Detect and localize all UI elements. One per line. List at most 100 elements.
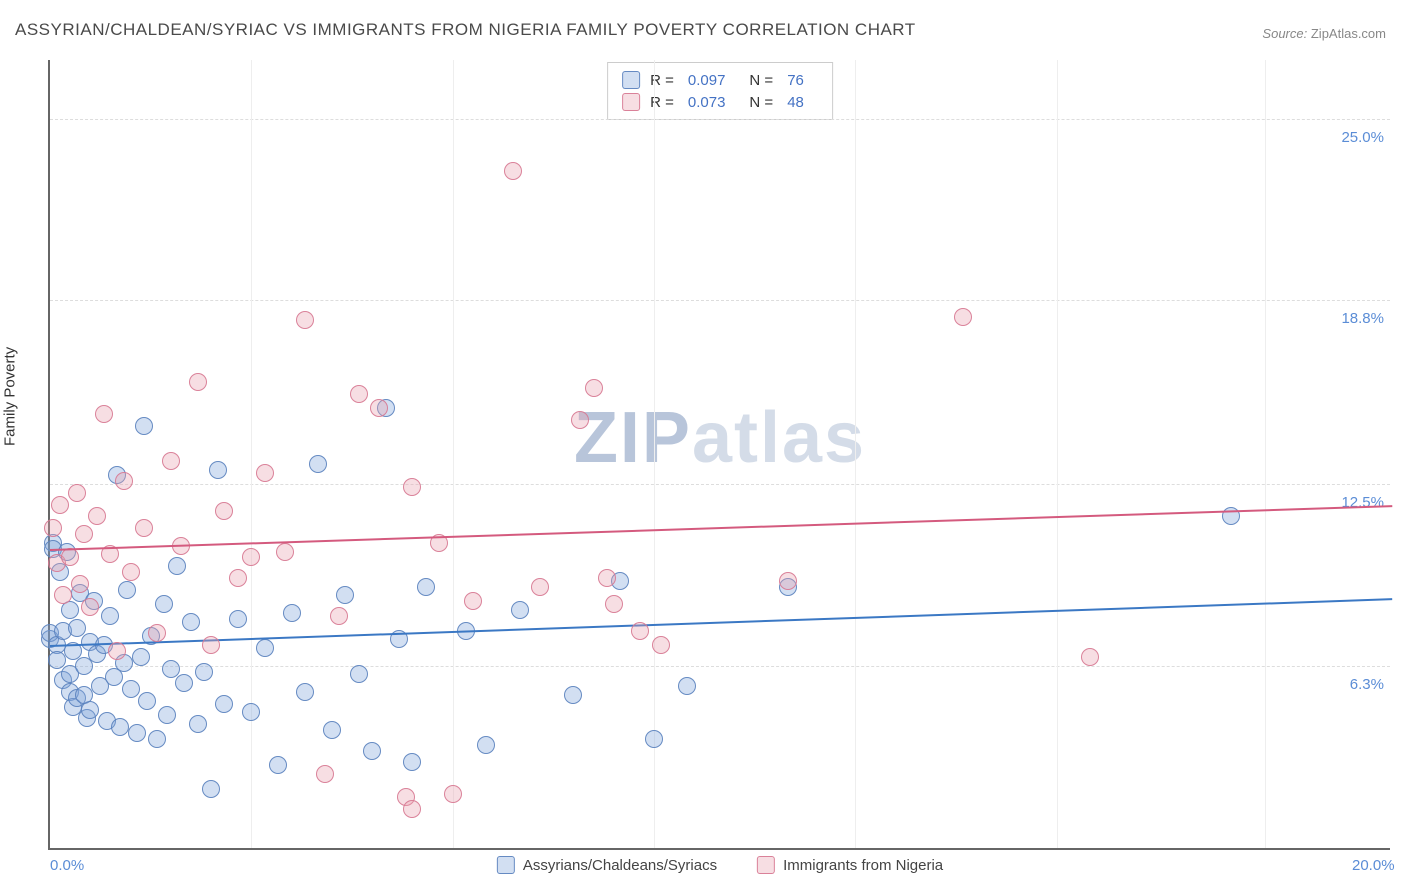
gridline-v	[1057, 60, 1058, 848]
data-point	[135, 417, 153, 435]
data-point	[202, 780, 220, 798]
legend-stats-row: R =0.073N =48	[622, 91, 818, 113]
legend-swatch	[757, 856, 775, 874]
data-point	[296, 311, 314, 329]
legend-r-value: 0.073	[688, 94, 726, 111]
data-point	[155, 595, 173, 613]
legend-n-value: 48	[787, 94, 804, 111]
source-attribution: Source: ZipAtlas.com	[1262, 26, 1386, 41]
data-point	[316, 765, 334, 783]
data-point	[215, 695, 233, 713]
data-point	[229, 610, 247, 628]
legend-n-value: 76	[787, 72, 804, 89]
data-point	[115, 472, 133, 490]
data-point	[111, 718, 129, 736]
data-point	[61, 548, 79, 566]
y-tick-label: 12.5%	[1341, 494, 1384, 511]
x-tick-label: 20.0%	[1352, 857, 1395, 874]
gridline-v	[1265, 60, 1266, 848]
data-point	[309, 455, 327, 473]
y-tick-label: 6.3%	[1350, 676, 1384, 693]
source-value: ZipAtlas.com	[1311, 26, 1386, 41]
data-point	[148, 624, 166, 642]
x-tick-label: 0.0%	[50, 857, 84, 874]
data-point	[444, 785, 462, 803]
data-point	[68, 619, 86, 637]
data-point	[256, 464, 274, 482]
legend-series-item: Immigrants from Nigeria	[757, 856, 943, 874]
data-point	[101, 607, 119, 625]
correlation-chart: ASSYRIAN/CHALDEAN/SYRIAC VS IMMIGRANTS F…	[0, 0, 1406, 892]
data-point	[81, 701, 99, 719]
data-point	[256, 639, 274, 657]
gridline-v	[453, 60, 454, 848]
data-point	[477, 736, 495, 754]
y-tick-label: 25.0%	[1341, 129, 1384, 146]
data-point	[242, 703, 260, 721]
data-point	[88, 507, 106, 525]
legend-r-value: 0.097	[688, 72, 726, 89]
plot-area: ZIPatlas R =0.097N =76R =0.073N =48 Assy…	[48, 60, 1390, 850]
data-point	[108, 642, 126, 660]
data-point	[195, 663, 213, 681]
chart-title: ASSYRIAN/CHALDEAN/SYRIAC VS IMMIGRANTS F…	[15, 20, 916, 40]
data-point	[135, 519, 153, 537]
legend-n-label: N =	[749, 72, 773, 89]
data-point	[323, 721, 341, 739]
legend-series-label: Assyrians/Chaldeans/Syriacs	[523, 857, 717, 874]
data-point	[158, 706, 176, 724]
data-point	[189, 373, 207, 391]
data-point	[122, 680, 140, 698]
data-point	[954, 308, 972, 326]
data-point	[276, 543, 294, 561]
data-point	[350, 385, 368, 403]
legend-bottom: Assyrians/Chaldeans/Syriacs Immigrants fr…	[497, 856, 943, 874]
data-point	[182, 613, 200, 631]
data-point	[678, 677, 696, 695]
data-point	[571, 411, 589, 429]
data-point	[403, 800, 421, 818]
data-point	[209, 461, 227, 479]
data-point	[81, 598, 99, 616]
data-point	[370, 399, 388, 417]
data-point	[189, 715, 207, 733]
data-point	[645, 730, 663, 748]
data-point	[202, 636, 220, 654]
data-point	[229, 569, 247, 587]
data-point	[779, 572, 797, 590]
data-point	[148, 730, 166, 748]
data-point	[44, 519, 62, 537]
data-point	[531, 578, 549, 596]
data-point	[511, 601, 529, 619]
data-point	[51, 496, 69, 514]
data-point	[605, 595, 623, 613]
data-point	[162, 452, 180, 470]
data-point	[215, 502, 233, 520]
data-point	[417, 578, 435, 596]
data-point	[162, 660, 180, 678]
legend-stats-row: R =0.097N =76	[622, 69, 818, 91]
data-point	[269, 756, 287, 774]
watermark-b: atlas	[692, 398, 866, 478]
data-point	[283, 604, 301, 622]
legend-n-label: N =	[749, 94, 773, 111]
data-point	[631, 622, 649, 640]
legend-swatch	[622, 71, 640, 89]
data-point	[363, 742, 381, 760]
legend-series-item: Assyrians/Chaldeans/Syriacs	[497, 856, 717, 874]
data-point	[336, 586, 354, 604]
data-point	[403, 753, 421, 771]
watermark-a: ZIP	[574, 398, 692, 478]
source-label: Source:	[1262, 26, 1307, 41]
legend-swatch	[497, 856, 515, 874]
gridline-v	[855, 60, 856, 848]
data-point	[242, 548, 260, 566]
data-point	[54, 586, 72, 604]
legend-series-label: Immigrants from Nigeria	[783, 857, 943, 874]
data-point	[598, 569, 616, 587]
data-point	[95, 405, 113, 423]
data-point	[118, 581, 136, 599]
data-point	[175, 674, 193, 692]
y-axis-label: Family Poverty	[2, 347, 19, 446]
data-point	[350, 665, 368, 683]
